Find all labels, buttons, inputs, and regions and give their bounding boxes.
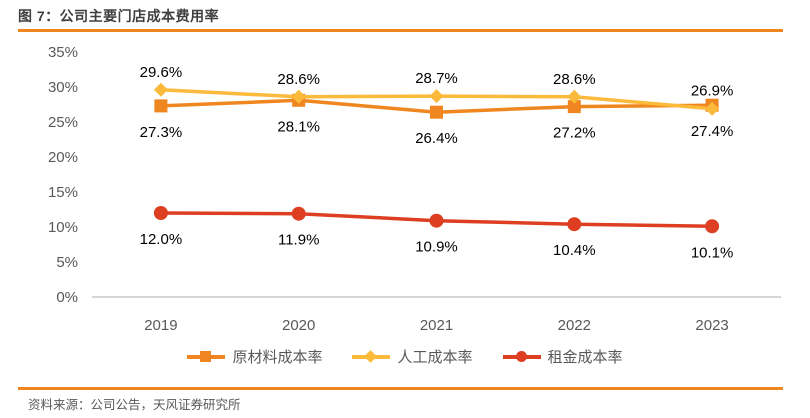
data-point-square [154,99,168,113]
data-label: 27.4% [691,123,734,140]
legend-swatch [187,350,226,364]
source-note: 资料来源：公司公告，天风证券研究所 [28,398,241,412]
x-tick-label: 2022 [558,317,591,334]
line-chart: 0%5%10%15%20%25%30%35%2019 2020 2021 2022 20… [48,44,781,334]
series-raw-material-cost-rate: 27.3% 28.1% 26.4% 27.2% 27.4% [140,93,734,147]
data-label: 29.6% [140,64,183,81]
data-label: 12.0% [140,231,183,248]
series-rent-cost-rate: 12.0% 11.9% 10.9% 10.4% 10.1% [140,206,734,261]
diamond-marker-icon [364,350,378,363]
data-label: 27.2% [553,125,596,142]
data-point-circle [153,206,168,220]
y-axis: 0% 5% 10% 15% 20% 25% 30% 35% [48,44,78,306]
data-label: 28.7% [415,70,458,87]
data-point-diamond [705,101,720,116]
legend-label: 租金成本率 [547,349,623,366]
legend-item-raw-material-cost-rate: 原材料成本率 [187,346,322,367]
data-point-square [430,105,443,119]
y-tick-label: 35% [48,44,78,61]
x-tick-label: 2019 [144,317,177,334]
footer-rule [18,387,783,390]
legend-swatch [502,350,541,364]
data-label: 28.1% [277,118,320,135]
data-point-circle [705,219,720,234]
data-label: 10.4% [553,242,596,259]
legend-swatch [352,350,391,364]
series-labor-cost-rate: 29.6% 28.6% 28.7% 28.6% 26.9% [140,64,734,116]
data-point-diamond [291,89,306,104]
y-tick-label: 20% [48,149,78,166]
data-point-diamond [429,89,444,104]
y-tick-label: 10% [48,219,78,236]
y-tick-label: 30% [48,79,78,96]
title-rule [18,29,783,32]
x-tick-label: 2020 [282,317,315,334]
legend-label: 人工成本率 [397,349,473,366]
data-point-circle [567,217,582,232]
data-label: 28.6% [277,71,320,88]
data-label: 10.1% [691,244,734,261]
data-label: 10.9% [415,239,458,256]
data-point-diamond [567,89,582,104]
x-tick-label: 2021 [420,317,453,334]
y-tick-label: 5% [56,254,78,271]
legend-item-rent-cost-rate: 租金成本率 [502,346,623,367]
square-marker-icon [200,351,212,362]
y-tick-label: 25% [48,114,78,131]
x-axis: 2019 2020 2021 2022 2023 [144,317,729,334]
data-label: 27.3% [140,124,183,141]
y-tick-label: 15% [48,184,78,201]
legend-label: 原材料成本率 [232,349,323,366]
data-label: 26.9% [691,83,734,100]
data-point-square [567,100,581,114]
circle-marker-icon [515,351,527,362]
data-point-circle [429,213,444,228]
figure-title: 图 7：公司主要门店成本费用率 [18,8,220,24]
data-label: 26.4% [415,130,458,147]
data-point-diamond [153,82,168,97]
data-point-circle [291,206,306,221]
data-label: 28.6% [553,71,596,88]
x-tick-label: 2023 [695,317,728,334]
chart-legend: 原材料成本率 人工成本率 租金成本率 [0,346,810,367]
y-tick-label: 0% [56,289,78,306]
legend-item-labor-cost-rate: 人工成本率 [352,346,473,367]
data-label: 11.9% [278,232,319,249]
